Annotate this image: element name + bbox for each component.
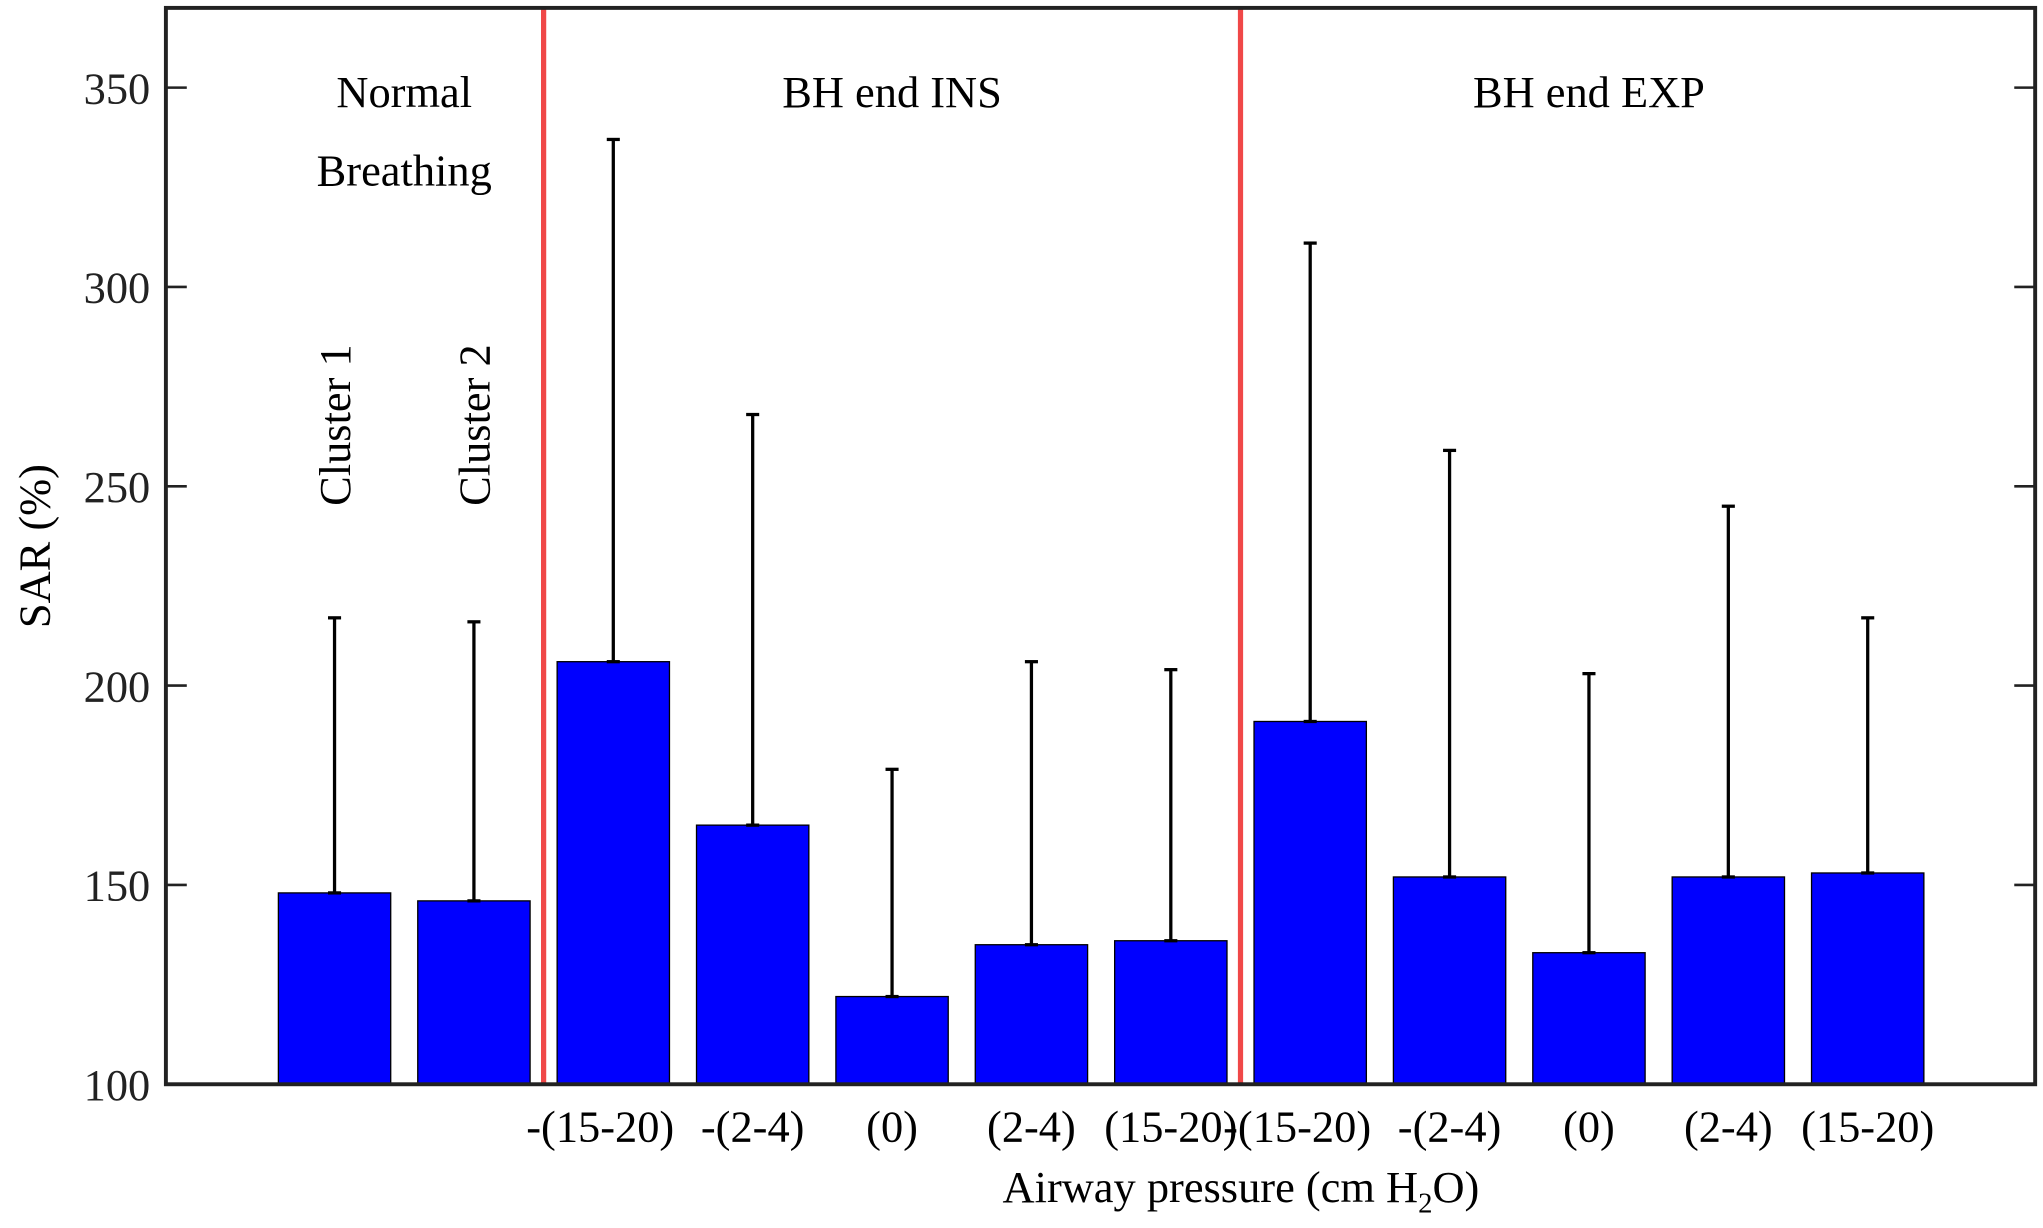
y-tick-label: 200 [84, 661, 151, 711]
bar [417, 900, 531, 1085]
x-tick-labels: Cluster 1 Cluster 2 -(15-20) -(2-4) (0) (2-4)… [310, 344, 1934, 1151]
y-tick-label: 150 [84, 861, 151, 911]
group-dividers [540, 7, 1244, 1085]
x-tick-label: -(15-20) [526, 1102, 674, 1152]
x-tick-label: (0) [866, 1102, 918, 1152]
category-label: Cluster 1 [310, 344, 360, 506]
bar [1113, 940, 1228, 1085]
y-tick-label: 350 [84, 63, 151, 113]
x-tick-label: -(15-20) [1223, 1102, 1371, 1152]
bar [695, 824, 810, 1085]
error-bars [328, 137, 1875, 999]
x-tick-label: (15-20) [1801, 1102, 1934, 1152]
category-label: Cluster 2 [450, 344, 500, 506]
bar [835, 995, 949, 1085]
group-label: Breathing [317, 146, 492, 196]
bar [974, 944, 1089, 1085]
x-tick-label: (0) [1563, 1102, 1615, 1152]
y-tick-label: 300 [84, 263, 151, 313]
group-labels: Normal Breathing BH end INS BH end EXP [317, 67, 1705, 195]
x-tick-label: -(2-4) [1398, 1102, 1502, 1152]
group-label: BH end INS [782, 67, 1002, 117]
y-axis-label: SAR (%) [10, 464, 60, 628]
group-label: BH end EXP [1473, 67, 1705, 117]
y-tick-label: 250 [84, 462, 151, 512]
y-axis-ticks: 100 150 200 250 300 350 [84, 63, 2036, 1110]
x-tick-label: (15-20) [1104, 1102, 1237, 1152]
x-tick-label: -(2-4) [701, 1102, 805, 1152]
bar [1532, 952, 1646, 1085]
bars [277, 661, 1925, 1085]
bar [1810, 872, 1925, 1085]
x-axis-label: Airway pressure (cm H2O) [1003, 1162, 1480, 1219]
bar [1671, 876, 1786, 1085]
bar [1392, 876, 1507, 1085]
x-tick-label: (2-4) [987, 1102, 1076, 1152]
bar [556, 661, 671, 1085]
plot-frame [163, 5, 2038, 1087]
y-tick-label: 100 [84, 1060, 151, 1110]
bar [277, 892, 392, 1085]
x-tick-label: (2-4) [1684, 1102, 1773, 1152]
bar [1253, 720, 1368, 1085]
group-label: Normal [336, 67, 472, 117]
